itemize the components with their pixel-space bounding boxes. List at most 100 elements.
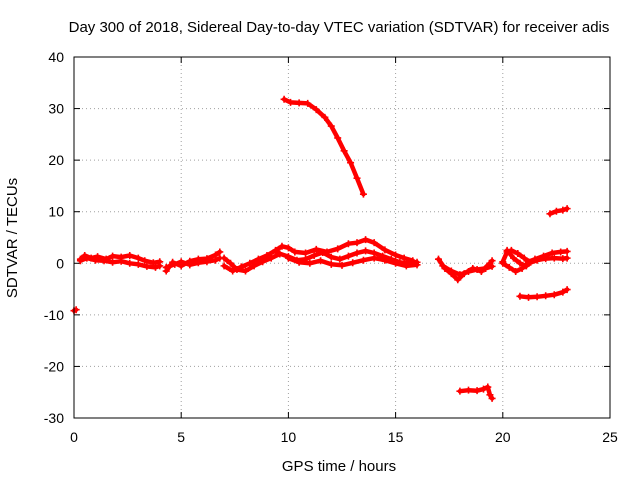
y-tick-label: 20: [48, 152, 64, 168]
series-segment-10: [280, 95, 367, 198]
data-point: [327, 253, 335, 261]
data-point: [117, 257, 125, 265]
data-point: [284, 254, 292, 262]
y-tick-label: -10: [44, 307, 64, 323]
data-point: [344, 240, 352, 248]
plot-frame: [73, 56, 611, 419]
data-point: [520, 254, 528, 262]
data-point: [525, 293, 533, 301]
data-point: [76, 257, 84, 265]
data-point: [334, 134, 342, 142]
y-tick-label: -30: [44, 410, 64, 426]
data-point: [291, 248, 299, 256]
data-point: [550, 254, 558, 262]
data-point: [563, 286, 571, 294]
data-point: [359, 256, 367, 264]
data-point: [186, 261, 194, 269]
data-point: [516, 292, 524, 300]
data-point: [546, 210, 554, 218]
y-tick-label: 0: [56, 255, 64, 271]
data-point: [141, 257, 149, 265]
data-point: [559, 288, 567, 296]
y-tick-label: 40: [48, 49, 64, 65]
data-point: [482, 264, 490, 272]
data-point: [216, 248, 224, 256]
data-point: [347, 159, 355, 167]
data-point: [194, 259, 202, 267]
chart-series: [70, 95, 571, 402]
series-segment-9: [284, 254, 421, 270]
data-point: [454, 276, 462, 284]
data-point: [336, 255, 344, 263]
series-segment-16: [503, 246, 535, 270]
data-point: [464, 386, 472, 394]
data-point: [503, 246, 511, 254]
data-point: [381, 256, 389, 264]
data-point: [263, 252, 271, 260]
data-point: [548, 249, 556, 257]
data-point: [334, 245, 342, 253]
data-point: [109, 252, 117, 260]
data-point: [486, 391, 494, 399]
data-point: [480, 385, 488, 393]
data-point: [353, 249, 361, 257]
data-point: [510, 254, 518, 262]
data-point: [162, 263, 170, 271]
data-point: [295, 99, 303, 107]
data-point: [246, 259, 254, 267]
data-point: [533, 293, 541, 301]
series-segment-3: [76, 254, 164, 271]
data-point: [542, 255, 550, 263]
data-point: [229, 267, 237, 275]
data-point: [362, 247, 370, 255]
data-point: [464, 268, 472, 276]
data-point: [456, 387, 464, 395]
data-point: [284, 244, 292, 252]
x-tick-label: 20: [495, 429, 511, 445]
series-line: [221, 237, 416, 274]
data-point: [212, 256, 220, 264]
data-point: [400, 254, 408, 262]
data-point: [473, 387, 481, 395]
data-point: [552, 207, 560, 215]
data-point: [563, 254, 571, 262]
data-point: [242, 267, 250, 275]
y-tick-label: -20: [44, 358, 64, 374]
data-point: [126, 259, 134, 267]
data-point: [362, 236, 370, 244]
x-tick-label: 10: [281, 429, 297, 445]
data-point: [203, 258, 211, 266]
data-point: [563, 205, 571, 213]
chart-title: Day 300 of 2018, Sidereal Day-to-day VTE…: [69, 19, 610, 36]
data-point: [91, 256, 99, 264]
data-point: [295, 258, 303, 266]
x-tick-label: 25: [602, 429, 618, 445]
data-point: [413, 261, 421, 269]
data-point: [381, 246, 389, 254]
data-point: [287, 98, 295, 106]
data-point: [533, 256, 541, 264]
series-segment-18: [546, 205, 571, 218]
data-point: [456, 271, 464, 279]
data-point: [550, 291, 558, 299]
data-point: [280, 95, 288, 103]
data-point: [359, 190, 367, 198]
x-tick-label: 5: [177, 429, 185, 445]
data-point: [143, 262, 151, 270]
data-point: [237, 263, 245, 271]
data-point: [321, 113, 329, 121]
data-point: [392, 251, 400, 259]
data-point: [220, 262, 228, 270]
data-point: [488, 262, 496, 270]
y-tick-label: 10: [48, 204, 64, 220]
data-point: [439, 262, 447, 270]
data-point: [327, 260, 335, 268]
data-point: [514, 249, 522, 257]
series-segment-12: [439, 262, 496, 279]
data-point: [338, 261, 346, 269]
data-point: [488, 394, 496, 402]
data-point: [563, 247, 571, 255]
data-point: [304, 99, 312, 107]
